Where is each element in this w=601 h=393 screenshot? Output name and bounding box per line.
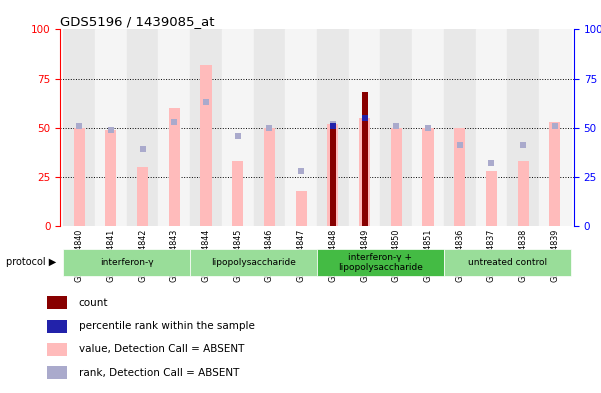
Bar bbox=[549, 122, 561, 226]
Bar bbox=[486, 171, 497, 226]
Text: rank, Detection Call = ABSENT: rank, Detection Call = ABSENT bbox=[79, 368, 239, 378]
Bar bbox=[47, 366, 67, 379]
Text: lipopolysaccharide: lipopolysaccharide bbox=[211, 258, 296, 267]
Text: percentile rank within the sample: percentile rank within the sample bbox=[79, 321, 254, 331]
Bar bbox=[63, 29, 95, 226]
Bar bbox=[201, 65, 212, 226]
Text: untreated control: untreated control bbox=[468, 258, 547, 267]
Bar bbox=[105, 130, 117, 226]
Bar bbox=[362, 92, 368, 226]
Text: value, Detection Call = ABSENT: value, Detection Call = ABSENT bbox=[79, 345, 244, 354]
Bar bbox=[359, 118, 370, 226]
Bar bbox=[330, 124, 336, 226]
Bar bbox=[169, 108, 180, 226]
Bar bbox=[285, 29, 317, 226]
Bar bbox=[444, 249, 571, 275]
Bar bbox=[444, 29, 475, 226]
Bar bbox=[380, 29, 412, 226]
Text: interferon-γ +
lipopolysaccharide: interferon-γ + lipopolysaccharide bbox=[338, 253, 423, 272]
Text: interferon-γ: interferon-γ bbox=[100, 258, 153, 267]
Bar bbox=[47, 320, 67, 332]
Bar bbox=[190, 249, 317, 275]
Bar bbox=[127, 29, 159, 226]
Text: count: count bbox=[79, 298, 108, 308]
Bar bbox=[232, 161, 243, 226]
Bar bbox=[47, 343, 67, 356]
Bar bbox=[254, 29, 285, 226]
Bar bbox=[190, 29, 222, 226]
Bar bbox=[507, 29, 539, 226]
Bar bbox=[296, 191, 307, 226]
Bar bbox=[47, 296, 67, 309]
Bar bbox=[159, 29, 190, 226]
Bar bbox=[517, 161, 529, 226]
Bar bbox=[222, 29, 254, 226]
Bar bbox=[539, 29, 571, 226]
Bar bbox=[137, 167, 148, 226]
Bar bbox=[454, 128, 465, 226]
Bar bbox=[475, 29, 507, 226]
Bar bbox=[328, 124, 338, 226]
Bar bbox=[264, 128, 275, 226]
Bar bbox=[412, 29, 444, 226]
Bar bbox=[391, 128, 402, 226]
Bar bbox=[63, 249, 190, 275]
Bar bbox=[349, 29, 380, 226]
Bar bbox=[317, 29, 349, 226]
Bar bbox=[317, 249, 444, 275]
Text: protocol ▶: protocol ▶ bbox=[6, 257, 56, 267]
Text: GDS5196 / 1439085_at: GDS5196 / 1439085_at bbox=[60, 15, 215, 28]
Bar bbox=[73, 128, 85, 226]
Bar bbox=[423, 128, 433, 226]
Bar bbox=[95, 29, 127, 226]
